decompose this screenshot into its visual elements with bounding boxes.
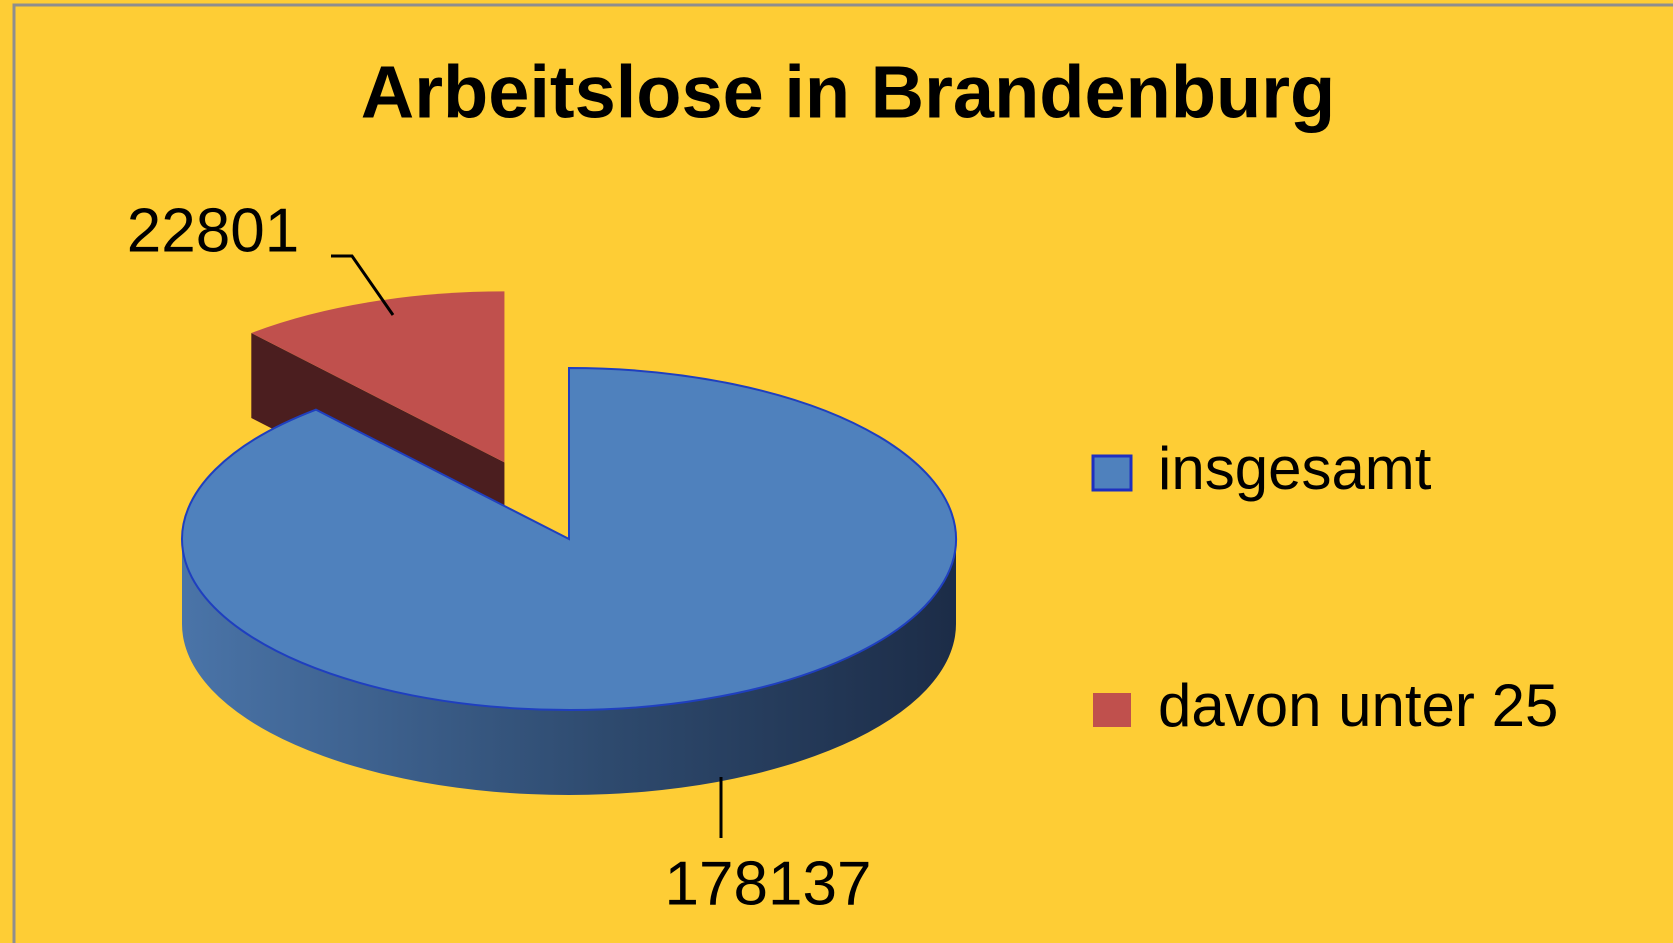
slice-side <box>182 539 956 795</box>
legend: insgesamt davon unter 25 <box>1091 435 1558 739</box>
slice <box>181 366 957 711</box>
border <box>12 3 1673 943</box>
pie <box>181 291 957 795</box>
slice <box>251 291 505 463</box>
legend-label: insgesamt <box>1158 435 1432 502</box>
data-label: 22801 <box>127 196 299 265</box>
data-label: 178137 <box>665 849 872 918</box>
legend-swatch <box>1091 454 1133 492</box>
legend-label: davon unter 25 <box>1158 672 1558 739</box>
leader-line <box>331 254 395 316</box>
chart-title: Arbeitslose in Brandenburg <box>361 51 1335 134</box>
legend-swatch <box>1093 693 1131 727</box>
